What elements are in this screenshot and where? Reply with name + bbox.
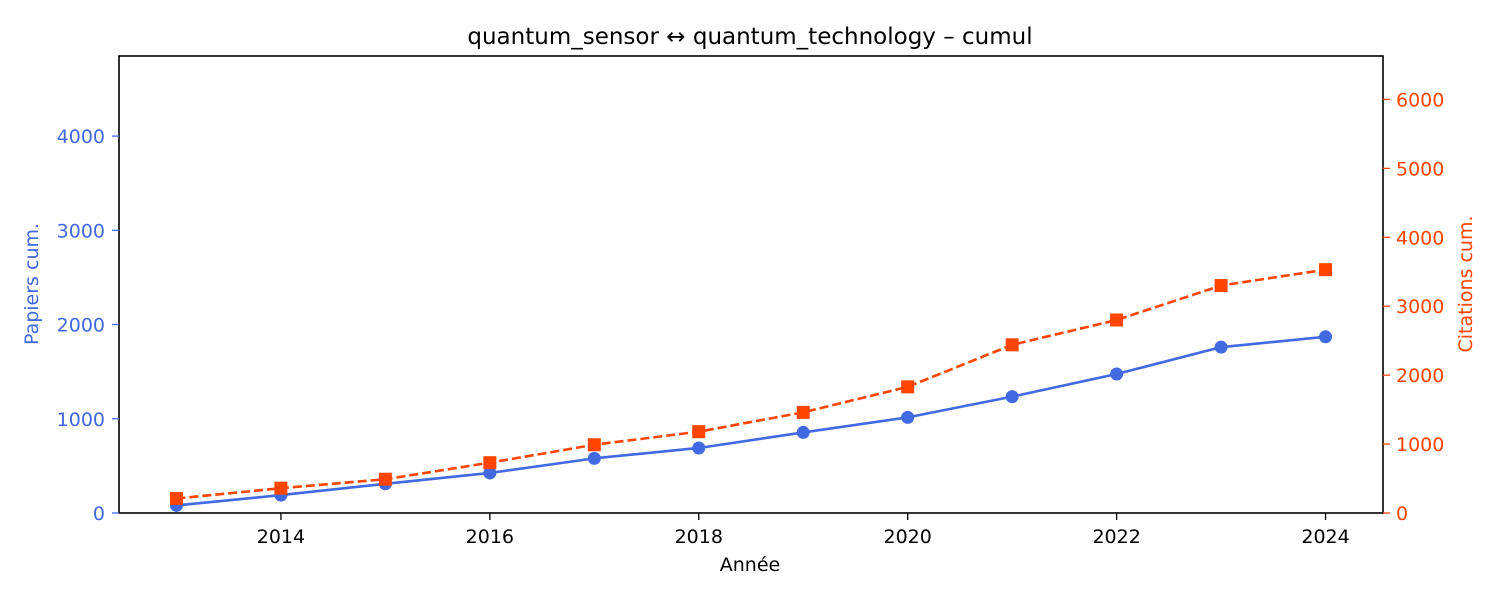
x-tick-label: 2016 [466, 526, 514, 548]
y-tick-label-left: 2000 [57, 315, 105, 337]
papers-point-marker [1005, 390, 1019, 404]
x-tick-label: 2020 [884, 526, 932, 548]
y-tick-label-left: 4000 [57, 126, 105, 148]
citations-point-marker [1005, 338, 1019, 352]
citations-point-marker [1110, 313, 1124, 327]
citations-point-marker [587, 438, 601, 452]
y-tick-label-right: 0 [1396, 503, 1408, 525]
citations-point-marker [901, 380, 915, 394]
y-tick-label-right: 6000 [1396, 89, 1444, 111]
x-tick-label: 2022 [1092, 526, 1140, 548]
papers-point-marker [901, 410, 915, 424]
y-tick-label-right: 5000 [1396, 158, 1444, 180]
plot-frame [118, 55, 1384, 514]
citations-point-marker [1319, 263, 1333, 277]
papers-point-marker [1319, 330, 1333, 344]
y-tick-label-left: 0 [93, 503, 105, 525]
y-tick-label-left: 1000 [57, 409, 105, 431]
citations-point-marker [169, 492, 183, 506]
papers-point-marker [796, 425, 810, 439]
citations-point-marker [483, 456, 497, 470]
y-axis-label-right: Citations cum. [1455, 215, 1477, 352]
citations-series-line [176, 268, 1326, 500]
x-tick-label: 2024 [1301, 526, 1349, 548]
chart-title: quantum_sensor ↔ quantum_technology – cu… [467, 24, 1032, 50]
plot-area: 2014 2016 2018 2020 2022 2024 0 1000 2000 3000 400… [57, 55, 1444, 548]
y-tick-label-left: 3000 [57, 220, 105, 242]
papers-point-marker [1110, 367, 1124, 381]
y-tick-label-right: 1000 [1396, 434, 1444, 456]
x-tick-label: 2014 [257, 526, 305, 548]
papers-point-marker [587, 451, 601, 465]
papers-point-marker [483, 466, 497, 480]
x-axis-label: Année [720, 554, 780, 576]
y-tick-label-right: 2000 [1396, 365, 1444, 387]
citations-point-marker [378, 472, 392, 486]
y-axis-label-left: Papiers cum. [21, 223, 43, 345]
x-tick-label: 2018 [675, 526, 723, 548]
citations-point-marker [796, 405, 810, 419]
y-tick-label-right: 3000 [1396, 296, 1444, 318]
citations-point-marker [274, 481, 288, 495]
citations-point-marker [1214, 279, 1228, 293]
papers-point-marker [1214, 340, 1228, 354]
papers-series-line [176, 335, 1326, 507]
y-tick-label-right: 4000 [1396, 227, 1444, 249]
citations-point-marker [692, 425, 706, 439]
papers-point-marker [692, 441, 706, 455]
